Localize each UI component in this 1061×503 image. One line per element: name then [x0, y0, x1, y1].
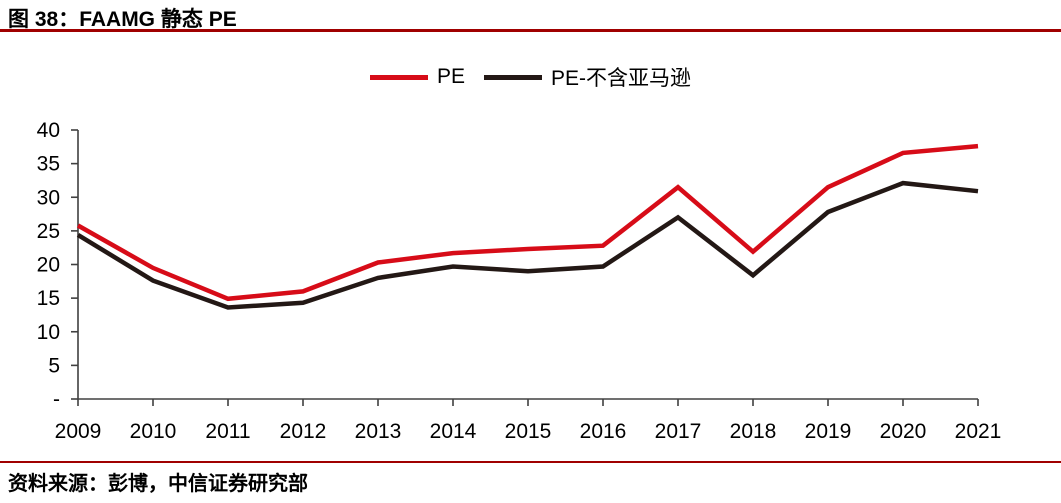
svg-text:2020: 2020 [880, 420, 927, 443]
svg-text:2016: 2016 [580, 420, 627, 443]
svg-text:2010: 2010 [130, 420, 177, 443]
svg-text:2017: 2017 [655, 420, 702, 443]
svg-text:2015: 2015 [505, 420, 552, 443]
figure-title: 图 38：FAAMG 静态 PE [8, 8, 237, 31]
svg-text:2009: 2009 [55, 420, 102, 443]
pe-line-chart: - 5 10 15 20 25 30 35 40 2009 2010 2011 2012 2013 2014… [37, 119, 1002, 443]
svg-text:35: 35 [37, 153, 60, 176]
svg-text:25: 25 [37, 220, 60, 243]
legend-swatch-pe-ex-amazon-icon [484, 74, 542, 80]
svg-text:2019: 2019 [805, 420, 852, 443]
legend-item-pe: PE [369, 65, 465, 89]
svg-text:2012: 2012 [280, 420, 327, 443]
svg-text:10: 10 [37, 321, 60, 344]
svg-text:2013: 2013 [355, 420, 402, 443]
legend-item-pe-ex-amazon: PE-不含亚马逊 [484, 62, 691, 92]
svg-text:40: 40 [37, 119, 60, 142]
source-note: 资料来源：彭博，中信证券研究部 [8, 473, 308, 495]
svg-text:-: - [53, 388, 60, 411]
legend-swatch-pe-icon [369, 74, 428, 80]
legend-label-pe-ex-amazon: PE-不含亚马逊 [551, 67, 692, 90]
title-divider [0, 29, 1061, 32]
svg-text:30: 30 [37, 186, 60, 209]
svg-text:2018: 2018 [730, 420, 777, 443]
footer-divider [0, 461, 1061, 463]
svg-text:2021: 2021 [955, 420, 1002, 443]
legend-label-pe: PE [436, 65, 465, 88]
svg-text:5: 5 [48, 354, 60, 377]
chart-legend: PE PE-不含亚马逊 [0, 60, 1061, 94]
svg-text:15: 15 [37, 287, 60, 310]
svg-text:2014: 2014 [430, 420, 477, 443]
svg-text:20: 20 [37, 254, 60, 277]
svg-text:2011: 2011 [205, 420, 250, 443]
